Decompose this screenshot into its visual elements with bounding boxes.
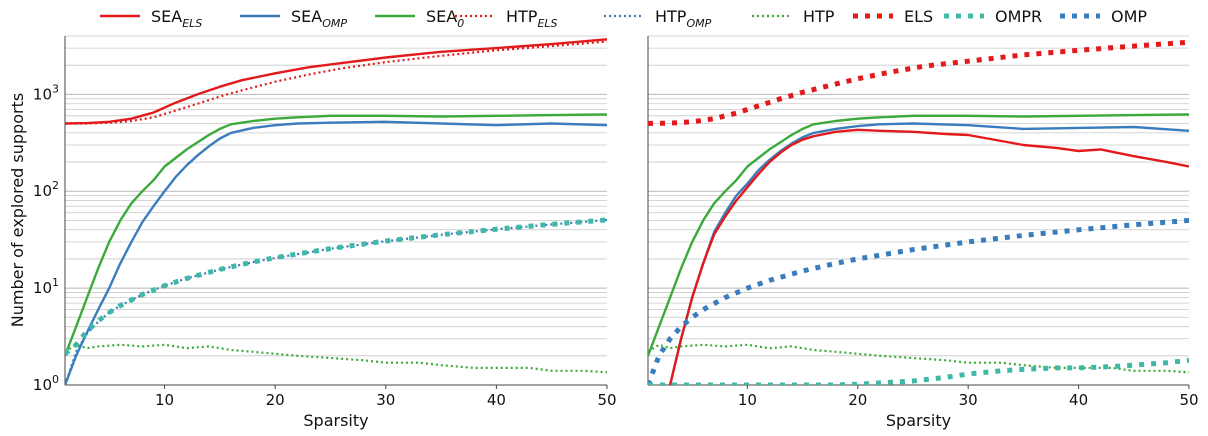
chart-panel: 10 20 30 40 50 Sparsity xyxy=(647,35,1199,430)
y-tick-label: 102 xyxy=(33,179,59,200)
series-line xyxy=(65,113,607,357)
y-tick-label: 100 xyxy=(33,373,59,394)
x-tick-label: 10 xyxy=(155,391,174,409)
series-line xyxy=(648,217,1189,385)
legend-label: SEA0 xyxy=(426,7,464,30)
series-line xyxy=(668,122,1189,385)
x-tick-label: 30 xyxy=(959,391,978,409)
x-tick-label: 40 xyxy=(1069,391,1088,409)
series-line xyxy=(648,357,1189,385)
legend-label: HTP xyxy=(803,7,835,26)
y-tick-label: 101 xyxy=(33,276,59,297)
x-axis-title: Sparsity xyxy=(886,411,951,430)
legend-item: SEA0 xyxy=(375,7,464,30)
series-line xyxy=(65,343,607,374)
series-line xyxy=(65,217,607,356)
series-group xyxy=(648,39,1189,385)
legend-label: SEAOMP xyxy=(291,7,347,30)
series-line xyxy=(648,113,1189,357)
legend-label: HTPELS xyxy=(506,7,558,30)
y-axis-title: Number of explored supports xyxy=(8,93,27,327)
legend-item: SEAOMP xyxy=(240,7,347,30)
legend-item: OMPR xyxy=(944,7,1042,26)
series-line xyxy=(65,40,607,125)
y-tick-label: 103 xyxy=(33,82,59,103)
legend-label: OMP xyxy=(1111,7,1147,26)
series-line xyxy=(648,39,1189,126)
x-tick-label: 30 xyxy=(376,391,395,409)
legend-item: SEAELS xyxy=(100,7,202,30)
x-tick-label: 40 xyxy=(487,391,506,409)
legend-label: OMPR xyxy=(995,7,1042,26)
series-group xyxy=(65,38,607,385)
legend-item: HTPOMP xyxy=(604,7,712,30)
x-tick-label: 20 xyxy=(848,391,867,409)
x-tick-label: 50 xyxy=(597,391,616,409)
x-tick-label: 20 xyxy=(266,391,285,409)
x-axis-title: Sparsity xyxy=(303,411,368,430)
series-line xyxy=(65,38,607,125)
x-tick-label: 50 xyxy=(1179,391,1198,409)
legend-label: HTPOMP xyxy=(655,7,712,30)
series-line xyxy=(65,120,607,385)
x-tick-label: 10 xyxy=(738,391,757,409)
legend-item: ELS xyxy=(853,7,933,26)
legend-item: OMP xyxy=(1060,7,1147,26)
series-line xyxy=(668,128,1189,385)
series-line xyxy=(65,218,607,385)
legend-item: HTPELS xyxy=(455,7,558,30)
legend-item: HTP xyxy=(752,7,835,26)
legend-label: SEAELS xyxy=(151,7,202,30)
chart-panel: 10 20 30 40 50 Sparsity 100 101 102 103 xyxy=(33,35,617,430)
legend-label: ELS xyxy=(904,7,933,26)
